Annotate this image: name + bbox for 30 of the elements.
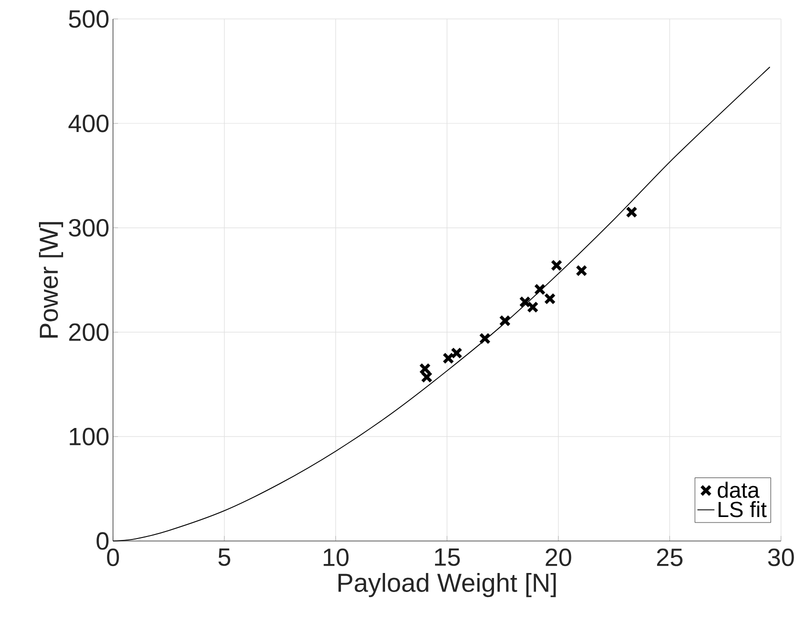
- y-tick-label: 100: [70, 428, 109, 446]
- point: [420, 371, 433, 383]
- point: [442, 352, 454, 364]
- point: [519, 296, 531, 308]
- legend-label: LS fit: [718, 501, 767, 518]
- point: [419, 362, 431, 375]
- x-tick-label: 20: [546, 548, 572, 566]
- y-tick-label: 200: [69, 323, 109, 342]
- y-axis-title: Power [W]: [38, 222, 64, 338]
- y-tick-label: 400: [68, 114, 109, 132]
- point: [544, 292, 556, 305]
- point: [499, 314, 511, 327]
- legend-label: data: [718, 482, 760, 498]
- point: [626, 206, 638, 218]
- x-tick-label: 15: [435, 548, 460, 566]
- point: [576, 264, 588, 276]
- point: [534, 284, 546, 296]
- x-tick-label: 10: [324, 548, 349, 566]
- y-tick-label: 500: [68, 10, 109, 28]
- x-axis-title: Payload Weight [N]: [338, 572, 556, 598]
- point: [450, 347, 462, 359]
- point: [550, 260, 562, 272]
- point: [526, 301, 539, 313]
- x-tick-label: 5: [218, 548, 230, 566]
- y-tick-label: 300: [68, 218, 109, 237]
- line-series: [112, 66, 770, 542]
- x-tick-label: 25: [657, 548, 682, 566]
- point: [479, 332, 491, 344]
- x-tick-label: 30: [768, 548, 794, 566]
- y-tick-label: 0: [96, 532, 109, 550]
